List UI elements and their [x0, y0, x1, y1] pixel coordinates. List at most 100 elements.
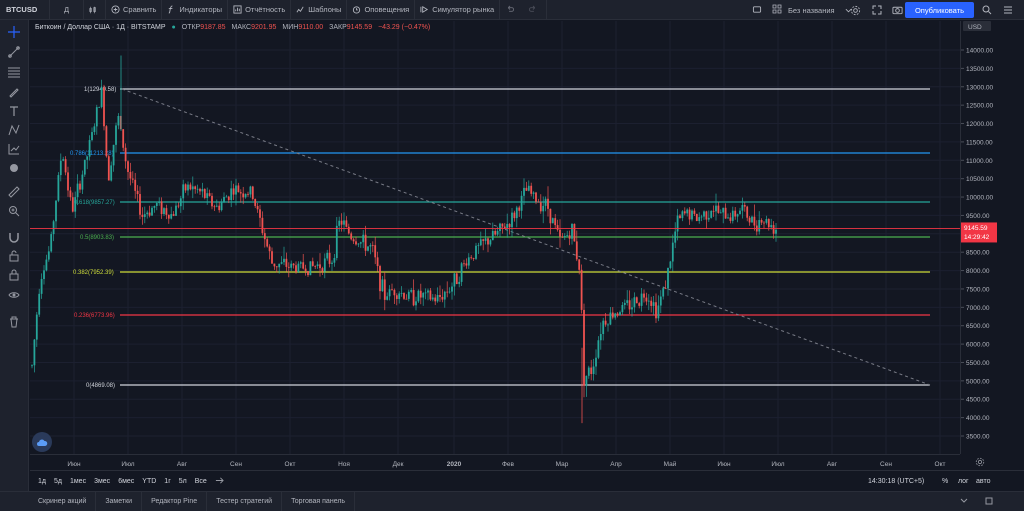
candle-body — [292, 263, 295, 266]
dot-icon[interactable] — [6, 161, 22, 175]
range-button[interactable]: YTD — [142, 477, 157, 485]
candle-body — [631, 307, 633, 310]
open-value: 9187.85 — [200, 24, 226, 31]
panel-tab[interactable]: Заметки — [96, 491, 143, 511]
time-axis-settings[interactable] — [975, 457, 985, 469]
lock-icon[interactable] — [6, 268, 22, 282]
search-button[interactable] — [982, 0, 992, 20]
range-button[interactable]: 1г — [164, 477, 171, 485]
candle-body — [307, 271, 309, 276]
candle-body — [770, 225, 773, 228]
candle-body — [542, 205, 545, 212]
symbol-search[interactable]: BTCUSD — [0, 0, 50, 20]
indicators-button[interactable]: Индикаторы — [162, 0, 229, 20]
magnet-icon[interactable] — [6, 230, 22, 244]
candle-body — [201, 189, 204, 192]
clock[interactable]: 14:30:18 (UTC+5) — [868, 477, 925, 485]
candle-body — [105, 126, 108, 157]
candle-body — [69, 190, 72, 198]
panel-tab[interactable]: Скринер акций — [29, 491, 97, 511]
collapse-icon[interactable] — [960, 498, 968, 506]
trendline-icon[interactable] — [6, 45, 22, 59]
candle-body — [537, 201, 540, 203]
compare-button[interactable]: Сравнить — [106, 0, 163, 20]
zoom-icon[interactable] — [6, 204, 22, 218]
candle-body — [707, 217, 710, 220]
candle-body — [566, 235, 569, 237]
replay-button[interactable]: Симулятор рынка — [415, 0, 501, 20]
candle-body — [758, 220, 761, 232]
candle-body — [465, 263, 468, 266]
candle-body — [235, 185, 237, 195]
redo-button[interactable] — [523, 0, 548, 20]
range-calendar-icon[interactable] — [215, 476, 224, 487]
crosshair-icon[interactable] — [6, 25, 22, 39]
publish-button[interactable]: Опубликовать — [904, 2, 974, 18]
gear-icon — [975, 457, 985, 467]
panel-tab[interactable]: Редактор Pine — [142, 491, 208, 511]
eye-icon[interactable] — [6, 288, 22, 302]
alerts-button[interactable]: Оповещения — [347, 0, 416, 20]
maximize-panel-icon[interactable] — [985, 497, 993, 507]
range-button[interactable]: Все — [194, 477, 207, 485]
range-button[interactable]: 5д — [53, 477, 62, 485]
candle-body — [290, 263, 293, 268]
candle-body — [187, 184, 189, 191]
chart-type-button[interactable] — [84, 0, 106, 20]
menu-button[interactable] — [1003, 0, 1013, 20]
financials-button[interactable]: Отчётность — [228, 0, 292, 20]
candle-body — [112, 144, 115, 166]
time-axis[interactable]: Июн Июл Авг Сен Окт Ноя Дек 2020 Фев Мар Апр Май Июн… — [30, 454, 960, 470]
percent-toggle[interactable]: % — [942, 477, 949, 485]
chevron-down-icon[interactable] — [845, 6, 852, 15]
ruler-icon[interactable] — [6, 185, 22, 199]
log-toggle[interactable]: лог — [958, 477, 969, 485]
fib-retracement-icon[interactable] — [6, 65, 22, 79]
auto-toggle[interactable]: авто — [976, 477, 991, 485]
layout-name[interactable]: Без названия — [788, 5, 835, 15]
candle-body — [278, 263, 281, 268]
brush-icon[interactable] — [6, 85, 22, 99]
price-axis[interactable]: USD 14000.00 13500.00 13000.00 12500.00 12000… — [960, 21, 1024, 454]
candle-body — [575, 241, 578, 260]
panel-tab[interactable]: Торговая панель — [282, 491, 356, 511]
price-chart[interactable]: 1(12940.58) 0.786(11213.28) 0.618(9857.27)… — [30, 21, 960, 454]
fullscreen-toggle[interactable] — [872, 0, 882, 20]
fib-level-label: 0(4869.08) — [86, 383, 115, 389]
last-price-label: 9145.59 — [964, 225, 988, 232]
settings-gear[interactable] — [850, 0, 861, 20]
candle-body — [367, 246, 369, 251]
panel-tab[interactable]: Тестер стратегий — [207, 491, 283, 511]
range-button[interactable]: 1д — [38, 477, 46, 485]
candle-body — [38, 293, 41, 315]
lock-drawing-icon[interactable] — [6, 249, 22, 263]
candle-body — [736, 214, 739, 217]
fullscreen-icon[interactable] — [752, 5, 762, 16]
snapshot-button[interactable] — [892, 0, 903, 20]
interval-button[interactable]: Д — [50, 0, 84, 20]
range-button[interactable]: 3мес — [94, 477, 111, 485]
candle-body — [463, 263, 465, 265]
currency-box[interactable] — [963, 21, 991, 31]
candle-body — [139, 194, 141, 215]
candle-body — [304, 268, 307, 272]
range-button[interactable]: 1мес — [69, 477, 87, 485]
candle-body — [285, 258, 288, 267]
range-button[interactable]: 6мес — [118, 477, 135, 485]
price-tick-label: 11500.00 — [966, 139, 993, 146]
trash-icon[interactable] — [6, 315, 22, 329]
candle-body — [751, 216, 753, 223]
compare-label: Сравнить — [123, 5, 157, 14]
chart-pane[interactable]: 1(12940.58) 0.786(11213.28) 0.618(9857.27)… — [30, 21, 960, 454]
text-icon[interactable] — [6, 104, 22, 118]
range-button[interactable]: 5л — [178, 477, 187, 485]
undo-button[interactable] — [500, 0, 523, 20]
candle-body — [691, 210, 693, 220]
templates-button[interactable]: Шаблоны — [291, 0, 348, 20]
pattern-icon[interactable] — [6, 123, 22, 137]
candle-body — [597, 340, 600, 358]
auto-scale-corner[interactable] — [32, 432, 52, 452]
layout-grid-icon[interactable] — [772, 4, 782, 16]
prediction-icon[interactable] — [6, 142, 22, 156]
candle-body — [611, 312, 614, 318]
